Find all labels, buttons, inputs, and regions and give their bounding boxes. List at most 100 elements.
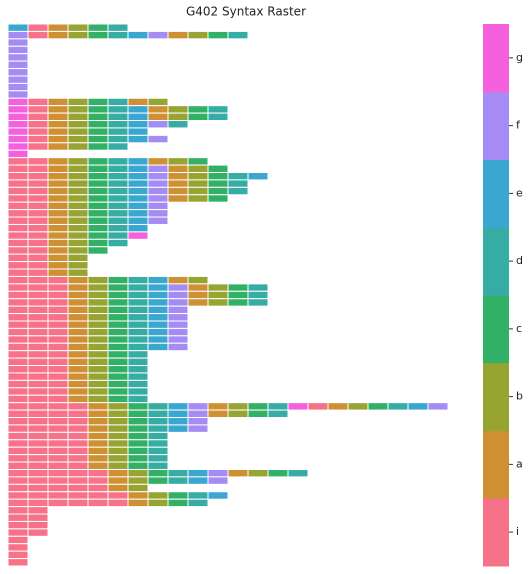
cell [27,290,49,300]
cell [67,417,89,426]
cell [167,290,189,300]
cell [127,283,149,292]
cell [127,379,149,389]
cell [27,179,49,188]
cell [27,186,49,196]
cell [67,409,89,419]
cell [87,223,109,233]
cell [267,402,289,411]
cell [87,201,109,211]
cell [27,365,49,374]
cell [7,164,29,173]
cell [147,320,169,329]
cell [167,298,189,307]
cell [107,379,129,389]
cell [47,186,69,196]
cell [207,409,229,419]
colorbar-label: a [516,457,523,470]
cell [127,394,149,404]
cell [27,238,49,248]
cell [267,468,289,478]
cell [127,483,149,493]
cell [47,268,69,277]
cell [7,313,29,322]
cell [107,298,129,307]
cell [7,558,29,567]
cell [7,60,29,70]
cell [47,365,69,374]
cell [47,157,69,166]
cell [67,298,89,307]
cell [167,320,189,329]
cell [87,209,109,218]
cell [47,357,69,367]
cell [7,23,29,32]
cell [27,134,49,144]
cell [7,387,29,396]
colorbar-label: i [516,525,519,538]
cell [7,320,29,329]
colorbar-label: g [516,51,523,64]
cell [7,446,29,456]
cell [107,134,129,144]
cell [127,97,149,107]
cell [87,157,109,166]
cell [7,327,29,337]
cell [47,216,69,225]
cell [47,164,69,173]
cell [227,290,249,300]
cell [47,491,69,500]
cell [87,394,109,404]
cell [127,231,149,240]
cell [7,45,29,55]
cell [67,157,89,166]
cell [127,290,149,300]
cell [7,454,29,463]
cell [107,164,129,173]
cell [107,23,129,32]
cell [47,342,69,352]
cell [187,298,209,307]
cell [87,483,109,493]
cell [127,439,149,448]
cell [147,290,169,300]
cell [127,216,149,225]
cell [67,253,89,263]
cell [87,194,109,203]
cell [107,409,129,419]
cell [127,468,149,478]
cell [127,491,149,500]
cell [147,342,169,352]
cell [87,446,109,456]
cell [7,53,29,62]
cell [67,483,89,493]
cell [107,97,129,107]
cell [107,201,129,211]
cell [7,365,29,374]
cell [27,30,49,40]
cell [167,491,189,500]
cell [87,402,109,411]
cell [47,120,69,129]
cell [47,483,69,493]
cell [147,298,169,307]
cell [27,209,49,218]
cell [127,127,149,136]
cell [47,194,69,203]
cell [47,171,69,181]
cell [7,483,29,493]
cell [127,417,149,426]
cell [87,327,109,337]
cell [107,498,129,508]
cell [107,238,129,248]
cell [227,179,249,188]
cell [147,402,169,411]
cell [107,468,129,478]
cell [367,402,389,411]
cell [7,298,29,307]
cell [27,335,49,344]
cell [147,112,169,122]
cell [147,97,169,107]
cell [67,105,89,114]
cell [147,446,169,456]
